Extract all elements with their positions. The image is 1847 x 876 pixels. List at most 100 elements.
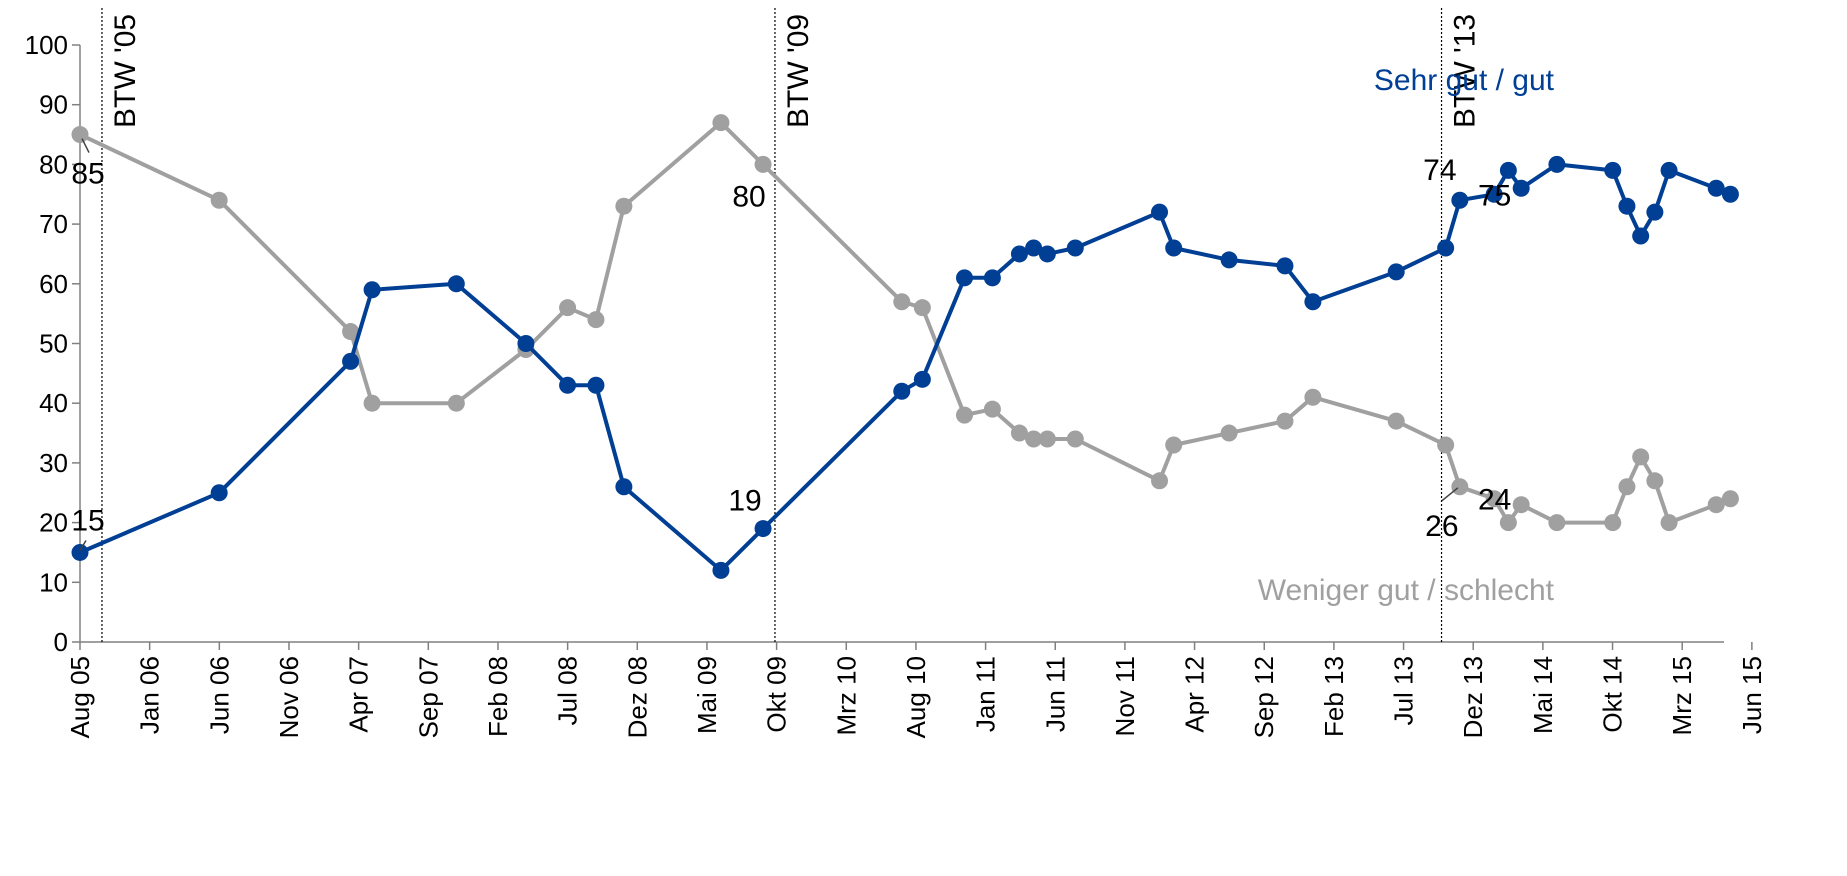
data-point	[1512, 496, 1530, 514]
end-value-label: 24	[1478, 484, 1511, 517]
data-label: 85	[71, 158, 104, 191]
data-point	[559, 299, 577, 317]
data-point	[1437, 239, 1455, 257]
data-point	[1038, 430, 1056, 448]
data-point	[1646, 472, 1664, 490]
data-point	[1632, 227, 1650, 245]
x-tick-label: Aug 10	[901, 656, 931, 738]
x-tick-label: Feb 13	[1319, 656, 1349, 737]
data-point	[1707, 179, 1725, 197]
x-tick-label: Okt 14	[1598, 656, 1628, 733]
data-label: 74	[1423, 154, 1456, 187]
data-point	[447, 275, 465, 293]
data-point	[1707, 496, 1725, 514]
x-tick-label: Jan 06	[135, 656, 165, 734]
data-point	[1025, 239, 1043, 257]
data-point	[559, 376, 577, 394]
data-point	[955, 269, 973, 287]
data-point	[1387, 263, 1405, 281]
x-tick-label: Jul 13	[1389, 656, 1419, 725]
x-tick-label: Apr 12	[1180, 656, 1210, 733]
data-point	[210, 484, 228, 502]
x-tick-label: Mrz 15	[1667, 656, 1697, 735]
data-label: 19	[728, 485, 761, 518]
y-tick-label: 70	[39, 209, 68, 239]
x-tick-label: Nov 06	[274, 656, 304, 738]
data-point	[1010, 424, 1028, 442]
data-point	[913, 370, 931, 388]
series-layer	[71, 114, 1739, 579]
data-point	[447, 394, 465, 412]
data-point	[1512, 179, 1530, 197]
data-point	[1618, 197, 1636, 215]
data-point	[1451, 191, 1469, 209]
data-point	[983, 400, 1001, 418]
data-point	[1618, 478, 1636, 496]
data-point	[983, 269, 1001, 287]
x-tick-label: Apr 07	[344, 656, 374, 733]
data-point	[1604, 161, 1622, 179]
data-point	[712, 561, 730, 579]
data-point	[587, 376, 605, 394]
x-tick-label: Feb 08	[483, 656, 513, 737]
y-tick-label: 90	[39, 90, 68, 120]
data-point	[1066, 239, 1084, 257]
data-point	[1485, 490, 1503, 508]
data-point	[754, 520, 772, 538]
data-point	[1721, 185, 1739, 203]
y-tick-label: 60	[39, 269, 68, 299]
data-point	[1451, 478, 1469, 496]
x-tick-label: Dez 08	[622, 656, 652, 738]
axes: 0 10 20 30 40 50 60 70 80 90 100 Aug 05 Jan 06 Jun 06…	[25, 30, 1767, 738]
election-label: BTW '13	[1449, 14, 1482, 128]
data-label: 26	[1425, 510, 1458, 543]
data-point	[1276, 412, 1294, 430]
y-tick-label: 50	[39, 329, 68, 359]
labels-layer: Sehr gut / gut Weniger gut / schlecht 75 24…	[71, 64, 1554, 607]
data-point	[913, 299, 931, 317]
y-tick-label: 30	[39, 448, 68, 478]
data-point	[1499, 161, 1517, 179]
x-tick-label: Mrz 10	[831, 656, 861, 735]
data-point	[1604, 514, 1622, 532]
y-tick-label: 100	[25, 30, 68, 60]
y-tick-label: 40	[39, 388, 68, 418]
x-tick-label: Jun 06	[204, 656, 234, 734]
y-tick-label: 10	[39, 567, 68, 597]
data-point	[1165, 436, 1183, 454]
data-point	[1485, 185, 1503, 203]
end-value-label: 75	[1478, 179, 1511, 212]
data-label: 80	[732, 180, 765, 213]
data-point	[587, 311, 605, 329]
x-tick-label: Nov 11	[1110, 656, 1140, 736]
leader-line	[81, 138, 90, 153]
x-tick-label: Jul 08	[553, 656, 583, 725]
data-point	[955, 406, 973, 424]
y-tick-label: 20	[39, 508, 68, 538]
y-tick-label: 80	[39, 149, 68, 179]
data-point	[754, 155, 772, 173]
data-point	[1387, 412, 1405, 430]
data-point	[1548, 155, 1566, 173]
data-point	[1010, 245, 1028, 263]
data-point	[893, 293, 911, 311]
data-point	[1038, 245, 1056, 263]
data-point	[1646, 203, 1664, 221]
y-tick-label: 0	[54, 627, 68, 657]
data-point	[1660, 161, 1678, 179]
data-point	[71, 126, 89, 144]
data-point	[712, 114, 730, 132]
data-point	[1151, 472, 1169, 490]
leader-line	[79, 540, 87, 551]
data-point	[1437, 436, 1455, 454]
data-point	[517, 335, 535, 352]
data-point	[615, 478, 633, 496]
data-point	[363, 281, 381, 299]
data-point	[1660, 514, 1678, 532]
x-tick-label: Jun 11	[1040, 656, 1070, 732]
election-label: BTW '05	[109, 14, 142, 128]
data-point	[893, 382, 911, 400]
x-tick-label: Jan 11	[971, 656, 1001, 732]
data-point	[1276, 257, 1294, 275]
